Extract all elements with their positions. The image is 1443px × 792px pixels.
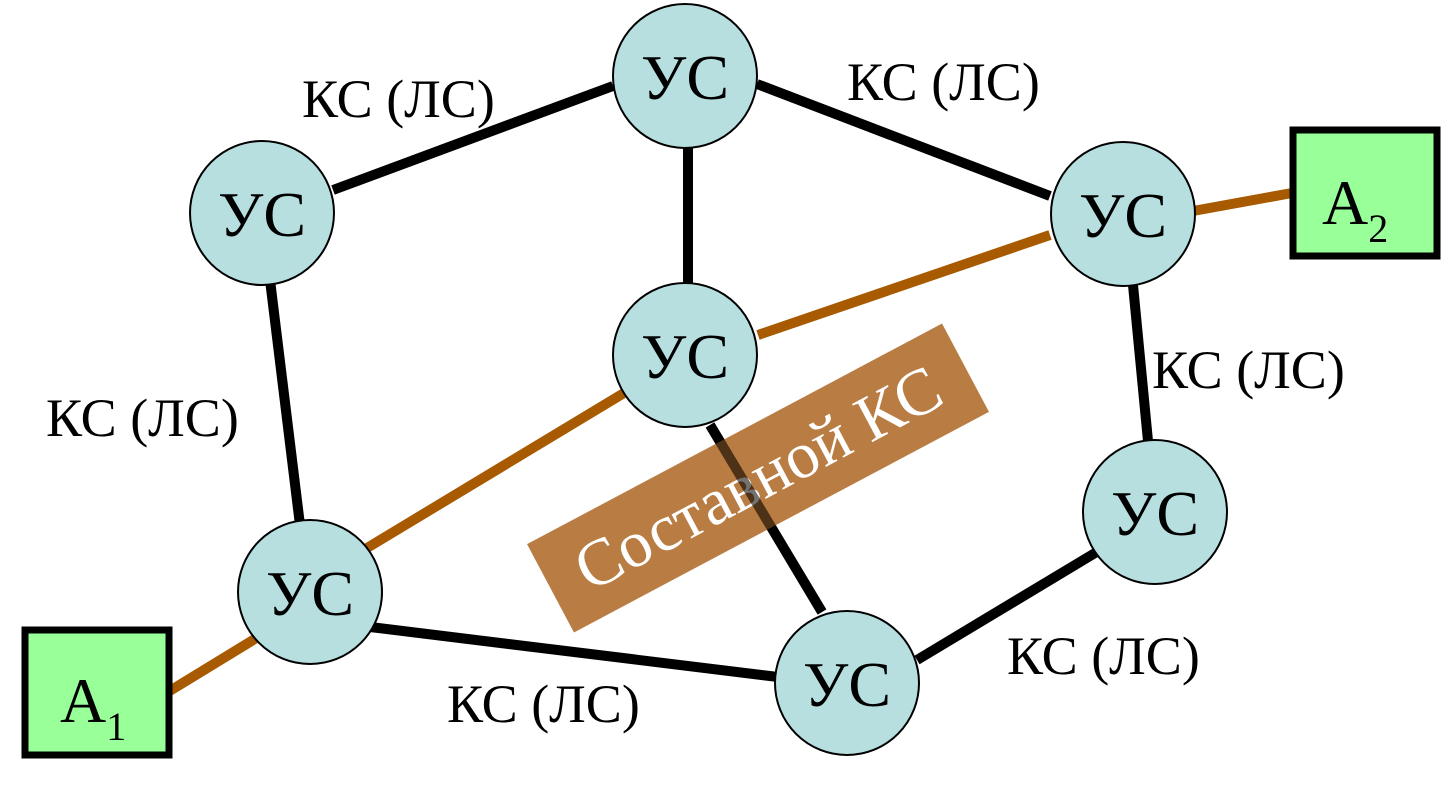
composite-segment-lowerleft-center [364,388,627,553]
node-lower-left: УС [237,519,383,665]
node-upper-right-label: УС [1079,180,1167,251]
edge-label-bottom: КС (ЛС) [447,674,640,734]
node-bottom: УС [774,610,920,756]
node-upper-right: УС [1050,141,1196,287]
composite-channel-label: Составной КС [527,323,989,633]
composite-segment-a2 [1192,188,1293,216]
terminal-a2: A2 [1289,126,1441,260]
link-bottom-lowerright [914,545,1103,665]
node-top: УС [612,3,758,149]
node-top-label: УС [641,42,729,113]
terminal-a2-subscript: 2 [1368,206,1388,251]
terminal-a1-label: A1 [60,665,126,749]
composite-segment-a1 [165,632,261,697]
edge-label-right: КС (ЛС) [1152,340,1345,400]
terminal-a1-letter: A [60,665,106,736]
node-upper-left-label: УС [218,179,306,250]
terminal-a1-subscript: 1 [106,704,126,749]
link-top-upperleft [331,81,615,195]
composite-segment-center-upperright [756,230,1052,340]
node-center: УС [612,282,758,428]
link-upperright-lowerright [1128,284,1153,442]
node-lower-right-label: УС [1111,478,1199,549]
edge-label-top-right: КС (ЛС) [847,52,1040,112]
edge-label-bottom-right: КС (ЛС) [1007,626,1200,686]
terminal-a1: A1 [21,626,173,759]
node-center-label: УС [641,321,729,392]
edge-label-left: КС (ЛС) [46,388,239,448]
link-center-bottom-overlay [705,422,827,615]
terminal-a2-label: A2 [1322,167,1388,251]
composite-channel-band [527,323,989,633]
link-top-upperright [755,79,1052,201]
node-bottom-label: УС [803,649,891,720]
link-lowerleft-bottom [369,622,779,682]
terminal-a2-letter: A [1322,167,1368,238]
edge-labels: КС (ЛС) КС (ЛС) КС (ЛС) КС (ЛС) КС (ЛС) … [46,52,1345,734]
link-upperleft-lowerleft [265,279,305,526]
node-lower-left-label: УС [266,558,354,629]
node-upper-left: УС [189,140,335,286]
composite-path [165,188,1293,697]
node-lower-right: УС [1082,439,1228,585]
nodes: УС УС УС УС УС УС УС [189,3,1228,756]
edge-label-top-left: КС (ЛС) [302,69,495,129]
